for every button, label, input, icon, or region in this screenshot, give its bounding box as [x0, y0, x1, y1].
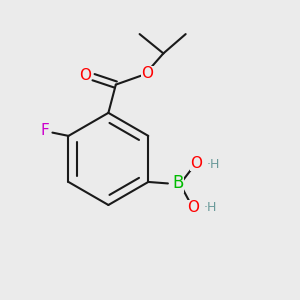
- Text: O: O: [142, 66, 154, 81]
- Text: B: B: [172, 174, 184, 192]
- Text: O: O: [187, 200, 199, 215]
- Text: ·H: ·H: [204, 201, 217, 214]
- Text: O: O: [79, 68, 91, 83]
- Text: F: F: [40, 123, 49, 138]
- Text: O: O: [190, 156, 202, 171]
- Text: ·H: ·H: [206, 158, 220, 171]
